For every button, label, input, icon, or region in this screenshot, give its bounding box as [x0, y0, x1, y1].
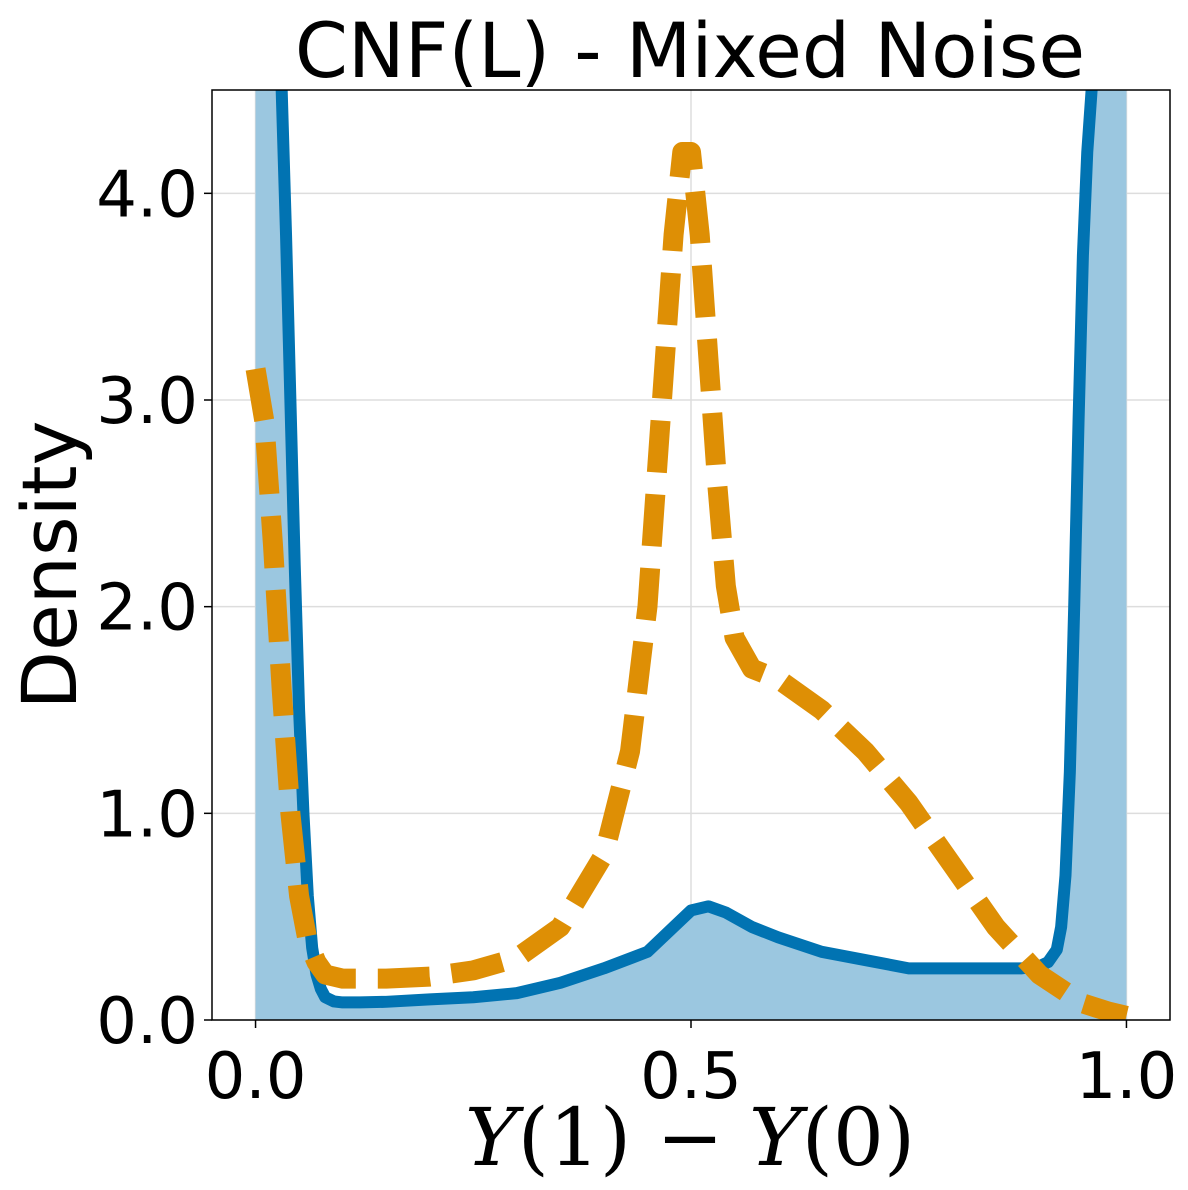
dashed-series-line	[245, 142, 1129, 1020]
y-tick-label: 3.0	[96, 365, 198, 439]
x-tick-label: 0.0	[205, 1040, 307, 1114]
x-tick-label: 0.5	[640, 1040, 742, 1114]
chart-title: CNF(L) - Mixed Noise	[295, 6, 1085, 95]
x-label-part-2: (0)	[802, 1091, 915, 1184]
axis-ticks: 0.0 0.5 1.0 0.0 1.0 2.0 3.0 4.0	[96, 158, 1177, 1114]
y-tick-label: 4.0	[96, 158, 198, 232]
solid-series-line	[275, 90, 1098, 1009]
y-tick-label: 0.0	[96, 985, 198, 1059]
x-label-var-1: Y	[465, 1091, 525, 1184]
x-tick-label: 1.0	[1076, 1040, 1178, 1114]
y-axis-label: Density	[5, 421, 94, 710]
x-label-var-2: Y	[749, 1091, 809, 1184]
x-label-part-1: (1) −	[518, 1091, 749, 1184]
x-axis-label: Y(1) − Y(0)	[465, 1091, 915, 1184]
y-tick-label: 1.0	[96, 778, 198, 852]
y-tick-label: 2.0	[96, 572, 198, 646]
